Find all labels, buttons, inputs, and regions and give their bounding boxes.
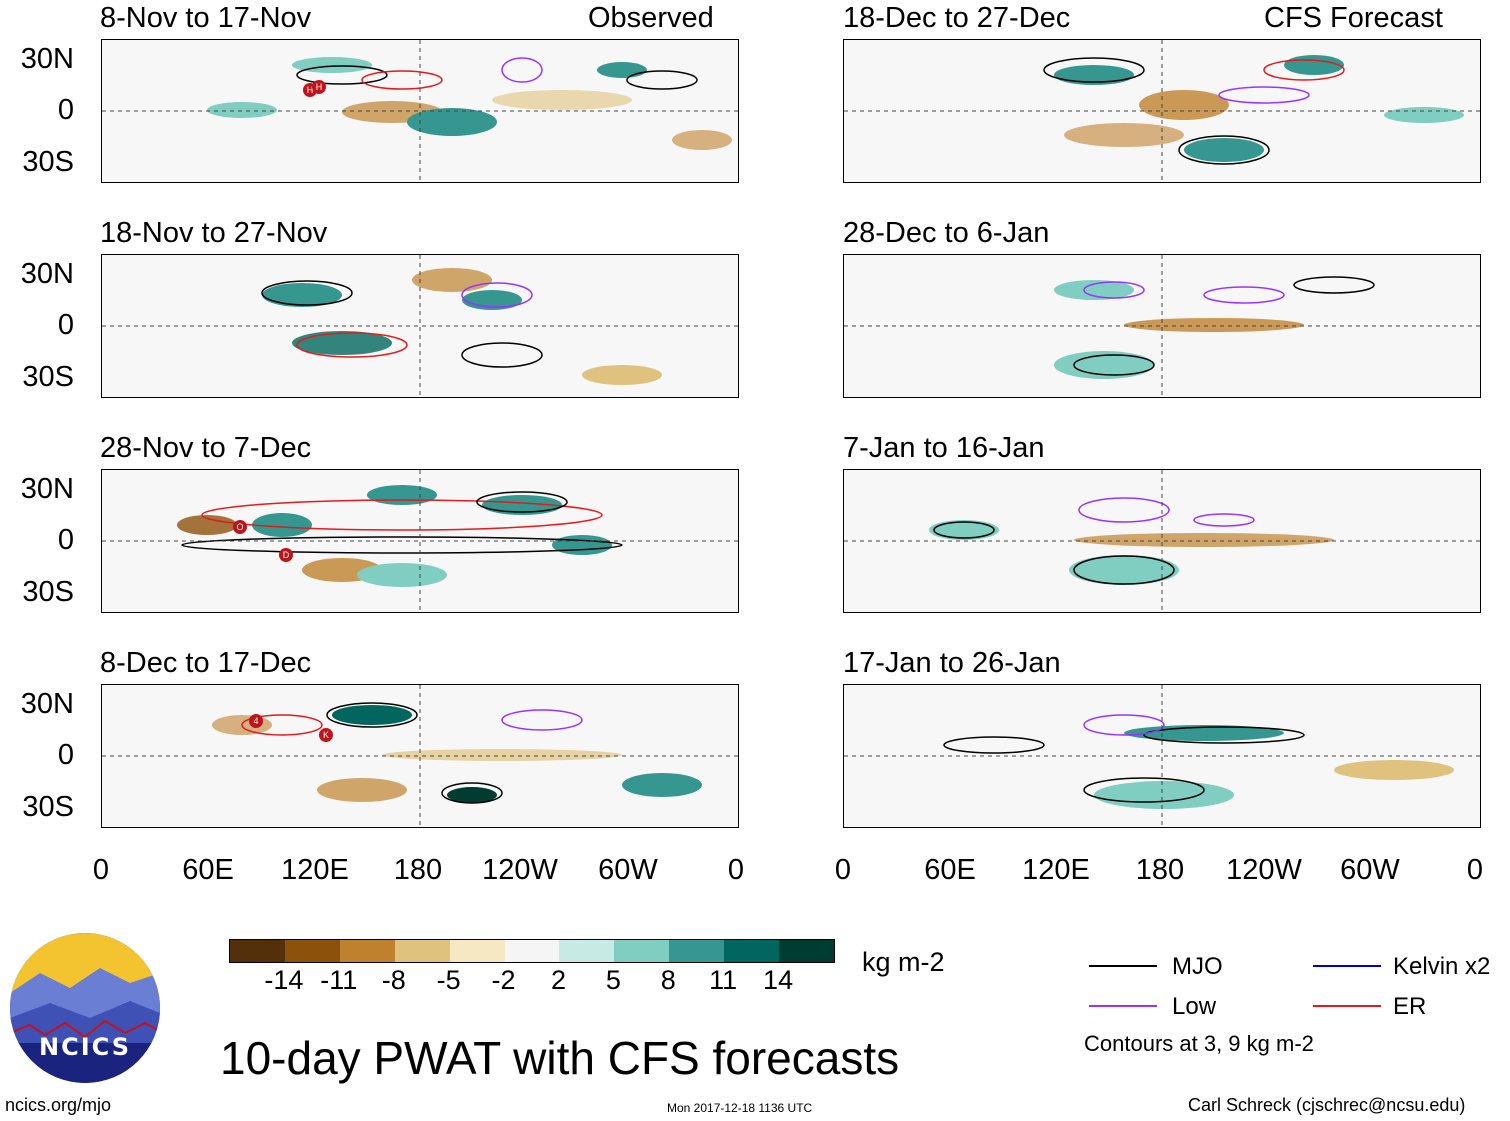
main-title: 10-day PWAT with CFS forecasts [220, 1032, 900, 1084]
colorbar-swatch [339, 940, 396, 962]
colorbar-tick-label: -14 [264, 965, 304, 995]
colorbar-swatch [724, 940, 781, 962]
storm-marker-4: 4 [249, 714, 263, 728]
obs-panel-1-title: 8-Nov to 17-Nov [100, 2, 312, 34]
legend-contours-note: Contours at 3, 9 kg m-2 [1084, 1031, 1314, 1056]
fcst-panel-1-title: 18-Dec to 27-Dec [843, 2, 1071, 34]
lon-0-right-start: 0 [834, 854, 852, 886]
map-panel-fcst-1 [843, 39, 1481, 183]
obs-panel-4-title: 8-Dec to 17-Dec [100, 647, 312, 679]
lat-0-row1: 0 [57, 94, 74, 126]
lat-30s-row4: 30S [22, 791, 74, 823]
colorbar-tick-label: 14 [763, 965, 794, 995]
lon-120w-left: 120W [482, 854, 558, 886]
colorbar-tick-label: 8 [660, 965, 676, 995]
lon-0-right-end: 0 [1466, 854, 1484, 886]
logo-text: NCICS [39, 1033, 131, 1061]
colorbar-swatch [230, 940, 286, 962]
ncics-logo: NCICS [10, 933, 160, 1083]
colorbar-swatch [449, 940, 506, 962]
colorbar-tick-label: -8 [381, 965, 406, 995]
forecast-header: CFS Forecast [1264, 2, 1443, 34]
legend-mjo-line [1089, 965, 1157, 967]
obs-panel-3-title: 28-Nov to 7-Dec [100, 432, 312, 464]
colorbar-swatch [559, 940, 616, 962]
lat-30n-row2: 30N [20, 258, 74, 290]
colorbar [229, 939, 835, 963]
colorbar-tick-label: -2 [491, 965, 516, 995]
colorbar-tick-label: -11 [320, 965, 358, 995]
lat-30n-row4: 30N [20, 688, 74, 720]
colorbar-swatch [614, 940, 671, 962]
colorbar-tick-label: 2 [550, 965, 566, 995]
colorbar-swatch [669, 940, 726, 962]
map-panel-fcst-4 [843, 684, 1481, 828]
lat-0-row3: 0 [57, 524, 74, 556]
footer-url[interactable]: ncics.org/mjo [5, 1095, 112, 1115]
map-panel-obs-1 [101, 39, 739, 183]
colorbar-swatch [504, 940, 561, 962]
lat-0-row2: 0 [57, 309, 74, 341]
legend-mjo-label: MJO [1172, 953, 1223, 980]
legend-kelvin-line [1313, 965, 1381, 967]
lat-30s-row2: 30S [22, 361, 74, 393]
fcst-panel-3-title: 7-Jan to 16-Jan [843, 432, 1045, 464]
colorbar-swatch [284, 940, 341, 962]
storm-marker-h-2: H [312, 80, 326, 94]
storm-marker-o: O [233, 520, 247, 534]
observed-header: Observed [588, 2, 714, 34]
lon-120w-right: 120W [1226, 854, 1302, 886]
colorbar-swatch [394, 940, 451, 962]
colorbar-tick-label: 5 [605, 965, 621, 995]
legend-low-line [1089, 1005, 1157, 1007]
lat-0-row4: 0 [57, 739, 74, 771]
lat-30s-row1: 30S [22, 146, 74, 178]
colorbar-tick-label: -5 [436, 965, 461, 995]
legend-er-line [1313, 1005, 1381, 1007]
footer-timestamp: Mon 2017-12-18 1136 UTC [667, 1101, 813, 1115]
colorbar-units: kg m-2 [862, 947, 945, 977]
map-panel-fcst-3 [843, 469, 1481, 613]
storm-marker-k: K [319, 728, 333, 742]
legend-kelvin-label: Kelvin x2 [1393, 953, 1491, 980]
lon-180-left: 180 [393, 854, 443, 886]
legend-low-label: Low [1172, 993, 1217, 1020]
map-panel-obs-3 [101, 469, 739, 613]
lon-120e-right: 120E [1022, 854, 1090, 886]
lon-60w-right: 60W [1340, 854, 1400, 886]
lon-180-right: 180 [1135, 854, 1185, 886]
lon-0-left-end: 0 [727, 854, 745, 886]
lon-0-left-start: 0 [92, 854, 110, 886]
colorbar-swatch [779, 940, 834, 962]
map-panel-obs-4 [101, 684, 739, 828]
lon-60e-left: 60E [182, 854, 234, 886]
legend-er-label: ER [1393, 993, 1427, 1020]
lon-60w-left: 60W [598, 854, 658, 886]
lon-120e-left: 120E [281, 854, 349, 886]
obs-panel-2-title: 18-Nov to 27-Nov [100, 217, 328, 249]
fcst-panel-2-title: 28-Dec to 6-Jan [843, 217, 1050, 249]
map-panel-fcst-2 [843, 254, 1481, 398]
map-panel-obs-2 [101, 254, 739, 398]
lat-30n-row3: 30N [20, 473, 74, 505]
lat-30n-row1: 30N [20, 43, 74, 75]
fcst-panel-4-title: 17-Jan to 26-Jan [843, 647, 1061, 679]
storm-marker-d: D [279, 548, 293, 562]
lat-30s-row3: 30S [22, 576, 74, 608]
colorbar-ticks: -14 -11 -8 -5 -2 2 5 8 11 14 [229, 965, 833, 995]
footer-author: Carl Schreck (cjschrec@ncsu.edu) [1188, 1095, 1466, 1115]
lon-60e-right: 60E [924, 854, 976, 886]
colorbar-tick-label: 11 [709, 965, 738, 995]
